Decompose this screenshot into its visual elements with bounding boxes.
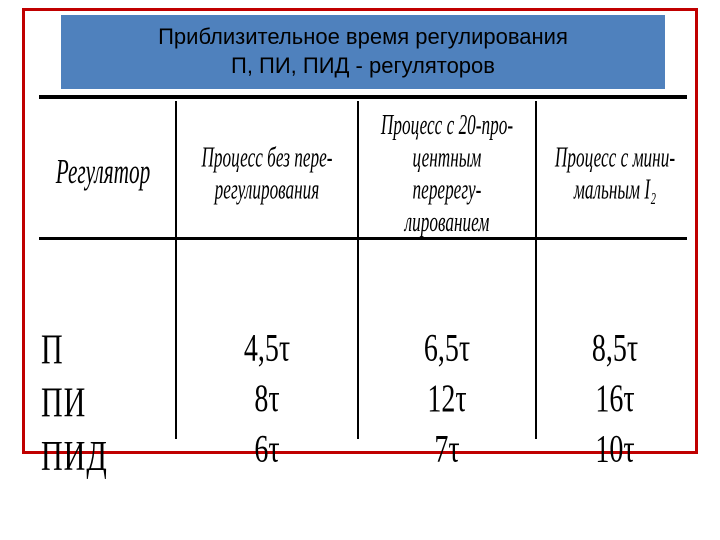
col-head-3a: Процесс с мини- [555,140,675,173]
cell-pi-c2: 12τ [427,377,466,422]
row-label-pid: ПИД [41,433,108,481]
col-head-3b: мальным I₂ [574,173,656,206]
row-labels: П ПИ ПИД [41,327,108,481]
values-col-2: 6,5τ 12τ 7τ [361,327,533,473]
cell-p-c1: 4,5τ [244,327,290,372]
col-head-no-overshoot: Процесс без пере- регулирования [195,92,339,254]
col-head-20pct-overshoot: Процесс с 20-про- центным перерегу- лиро… [376,92,517,254]
title-banner: Приблизительное время регулирования П, П… [61,15,665,89]
row-label-pi: ПИ [41,380,108,428]
table-vline-3 [535,101,537,439]
cell-pid-c2: 7τ [434,428,459,473]
table-vline-1 [175,101,177,439]
col-head-2a: Процесс с 20-про- [381,108,513,141]
table: Регулятор Процесс без пере- регулировани… [29,95,693,451]
col-head-1a: Процесс без пере- [201,140,332,173]
row-label-p: П [41,327,108,375]
title-line-1: Приблизительное время регулирования [158,23,568,52]
values-col-1: 4,5τ 8τ 6τ [179,327,355,473]
cell-p-c3: 8,5τ [592,327,638,372]
values-col-3: 8,5τ 16τ 10τ [539,327,691,473]
col-head-min-i2: Процесс с мини- мальным I₂ [553,92,678,254]
cell-pi-c3: 16τ [595,377,634,422]
col-head-1b: регулирования [215,173,320,206]
cell-pi-c1: 8τ [254,377,279,422]
col-head-2c: лированием [405,206,490,239]
table-vline-2 [357,101,359,439]
col-head-0-text: Регулятор [56,153,151,193]
outer-frame: Приблизительное время регулирования П, П… [22,8,698,454]
cell-pid-c1: 6τ [254,428,279,473]
title-line-2: П, ПИ, ПИД - регуляторов [231,52,495,81]
col-head-regulator: Регулятор [47,89,159,257]
cell-pid-c3: 10τ [595,428,634,473]
cell-p-c2: 6,5τ [424,327,470,372]
col-head-2b: центным перерегу- [376,140,517,205]
